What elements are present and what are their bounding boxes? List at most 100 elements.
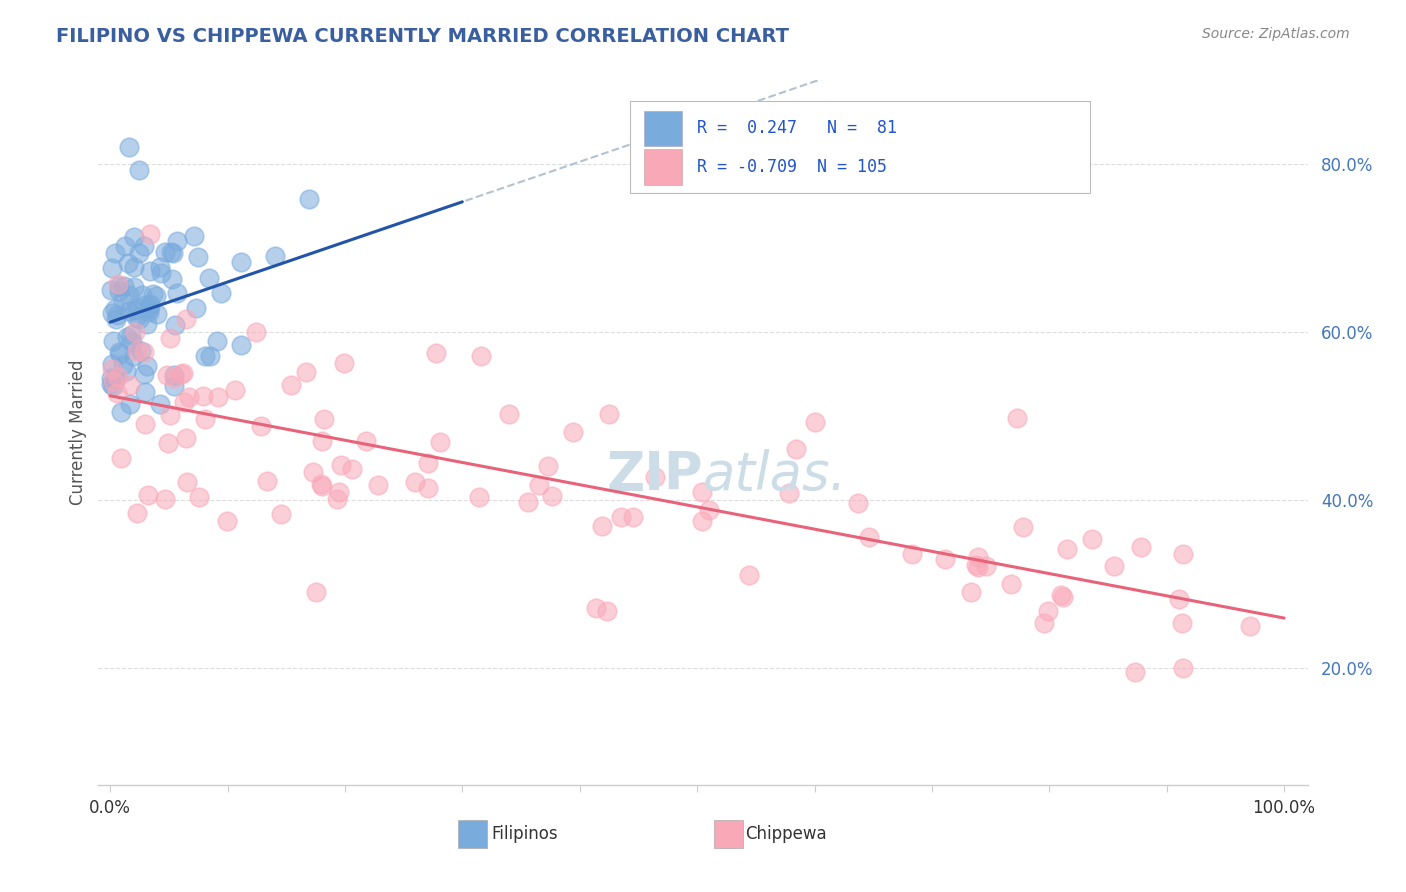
- Point: [122, 230, 145, 244]
- Point: [591, 519, 613, 533]
- Point: [311, 434, 333, 449]
- Point: [177, 390, 200, 404]
- Point: [256, 474, 278, 488]
- Point: [170, 367, 193, 381]
- Point: [194, 349, 217, 363]
- Point: [498, 407, 520, 421]
- Point: [354, 434, 377, 448]
- Point: [166, 234, 188, 248]
- Point: [1102, 558, 1125, 573]
- Point: [163, 368, 186, 382]
- Point: [1012, 519, 1035, 533]
- Point: [309, 477, 332, 491]
- Point: [280, 377, 302, 392]
- Point: [172, 366, 194, 380]
- Point: [229, 338, 252, 352]
- Text: Filipinos: Filipinos: [492, 825, 558, 843]
- Point: [416, 456, 439, 470]
- Point: [1056, 541, 1078, 556]
- Point: [1032, 615, 1054, 630]
- Point: [122, 260, 145, 275]
- FancyBboxPatch shape: [714, 821, 742, 848]
- Point: [176, 475, 198, 489]
- Point: [146, 307, 169, 321]
- Point: [104, 301, 127, 316]
- Point: [858, 530, 880, 544]
- Point: [100, 377, 122, 392]
- Point: [112, 279, 135, 293]
- Point: [1123, 665, 1146, 679]
- Point: [197, 270, 219, 285]
- Point: [328, 484, 350, 499]
- Point: [173, 395, 195, 409]
- Point: [1171, 548, 1194, 562]
- FancyBboxPatch shape: [644, 111, 682, 145]
- Point: [1239, 619, 1261, 633]
- Point: [114, 239, 136, 253]
- Point: [429, 435, 451, 450]
- Point: [184, 301, 207, 315]
- Point: [118, 397, 141, 411]
- Point: [516, 494, 538, 508]
- Point: [108, 284, 131, 298]
- Point: [122, 280, 145, 294]
- Point: [100, 283, 122, 297]
- Point: [135, 317, 157, 331]
- Point: [149, 260, 172, 274]
- Text: Source: ZipAtlas.com: Source: ZipAtlas.com: [1202, 27, 1350, 41]
- Point: [101, 306, 124, 320]
- Point: [104, 246, 127, 260]
- Point: [404, 475, 426, 489]
- Point: [697, 503, 720, 517]
- Point: [785, 442, 807, 456]
- Point: [139, 297, 162, 311]
- Point: [690, 485, 713, 500]
- Point: [139, 227, 162, 241]
- Point: [118, 304, 141, 318]
- Point: [598, 407, 620, 421]
- Point: [124, 325, 146, 339]
- Point: [134, 345, 156, 359]
- Point: [298, 192, 321, 206]
- Point: [312, 411, 335, 425]
- Point: [124, 303, 146, 318]
- Point: [425, 346, 447, 360]
- Point: [960, 585, 983, 599]
- Point: [134, 384, 156, 399]
- Point: [134, 417, 156, 432]
- Point: [166, 286, 188, 301]
- Point: [1130, 540, 1153, 554]
- Point: [1167, 591, 1189, 606]
- Point: [416, 481, 439, 495]
- Point: [561, 425, 583, 439]
- Point: [160, 244, 183, 259]
- Point: [100, 371, 122, 385]
- Point: [110, 405, 132, 419]
- Point: [118, 140, 141, 154]
- Point: [110, 450, 132, 465]
- Point: [1036, 604, 1059, 618]
- Point: [127, 506, 149, 520]
- Point: [194, 412, 217, 426]
- Point: [103, 379, 125, 393]
- Point: [367, 477, 389, 491]
- Point: [470, 349, 492, 363]
- Point: [1007, 410, 1029, 425]
- FancyBboxPatch shape: [644, 149, 682, 185]
- Point: [139, 264, 162, 278]
- Point: [101, 261, 124, 276]
- Point: [138, 299, 160, 313]
- Point: [527, 477, 550, 491]
- Point: [134, 239, 156, 253]
- Point: [122, 349, 145, 363]
- Point: [125, 310, 148, 324]
- Text: R =  0.247   N =  81: R = 0.247 N = 81: [697, 120, 897, 137]
- Point: [142, 286, 165, 301]
- Point: [1081, 532, 1104, 546]
- Point: [163, 379, 186, 393]
- Point: [128, 246, 150, 260]
- Point: [264, 249, 287, 263]
- Point: [207, 390, 229, 404]
- Point: [1049, 588, 1071, 602]
- Point: [159, 408, 181, 422]
